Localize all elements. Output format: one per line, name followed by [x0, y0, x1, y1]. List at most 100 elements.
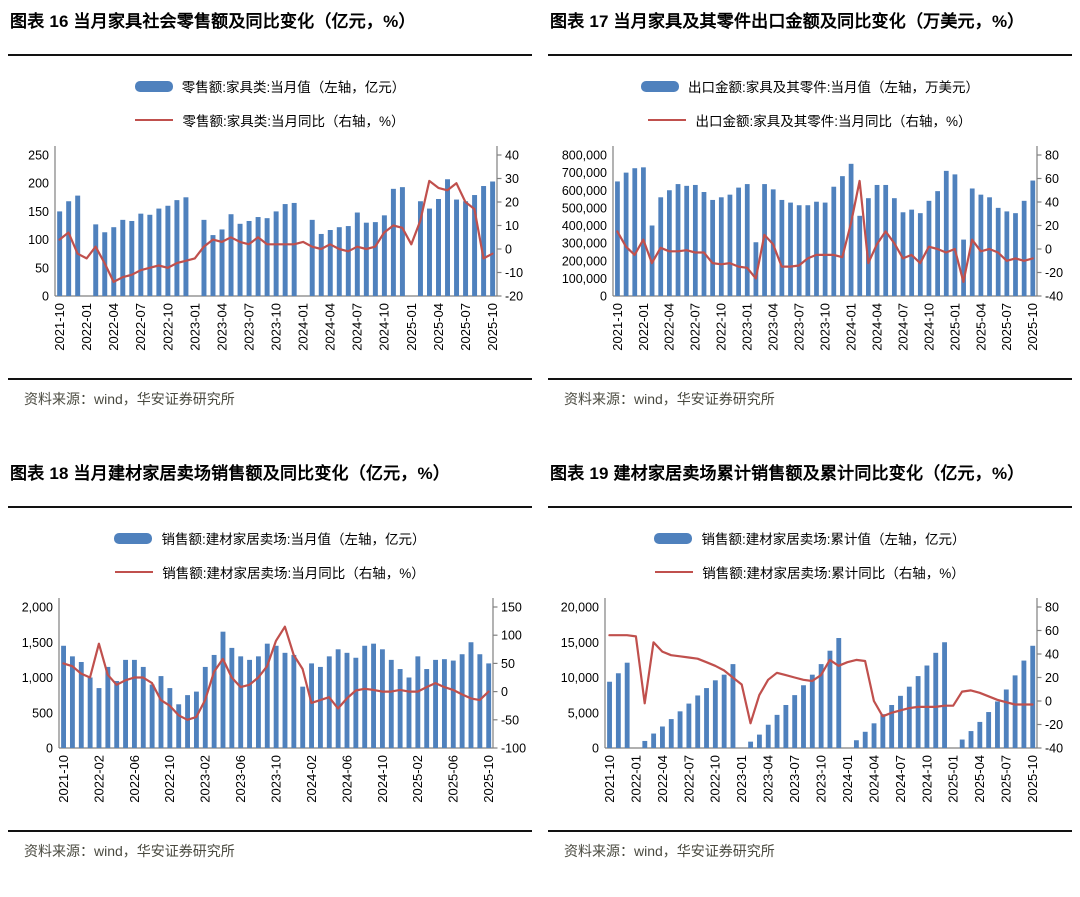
figure-19-panel: 图表 19 建材家居卖场累计销售额及累计同比变化（亿元，%） 销售额:建材家居卖… [540, 452, 1080, 897]
svg-text:2024-07: 2024-07 [893, 755, 908, 803]
svg-text:-10: -10 [505, 266, 523, 280]
svg-text:800,000: 800,000 [562, 149, 607, 163]
svg-text:300,000: 300,000 [562, 237, 607, 251]
legend-row: 零售额:家具类:当月值（左轴，亿元） [8, 69, 532, 103]
svg-text:0: 0 [600, 290, 607, 304]
svg-text:10: 10 [505, 219, 519, 233]
svg-text:2022-07: 2022-07 [681, 755, 696, 803]
svg-text:2024-02: 2024-02 [304, 755, 319, 803]
svg-text:2023-01: 2023-01 [187, 303, 202, 351]
svg-text:15,000: 15,000 [561, 636, 599, 650]
figure-19-chart: 0 5,000 10,000 15,000 20,000 -40 -20 0 20 40 60 80 2… [561, 598, 1063, 803]
title-divider [8, 506, 532, 508]
figure-18-chart: 0 500 1,000 1,500 2,000 -100 -50 0 50 100 150 2021-… [22, 598, 526, 803]
legend-label: 零售额:家具类:当月值（左轴，亿元） [181, 80, 406, 95]
svg-text:600,000: 600,000 [562, 184, 607, 198]
svg-text:2024-01: 2024-01 [844, 303, 859, 351]
legend-label: 出口金额:家具及其零件:当月值（左轴，万美元） [687, 80, 979, 95]
svg-text:0: 0 [46, 742, 53, 756]
svg-text:100: 100 [28, 233, 49, 247]
svg-text:2023-04: 2023-04 [766, 303, 781, 351]
figure-17-title: 图表 17 当月家具及其零件出口金额及同比变化（万美元，%） [550, 12, 1025, 31]
svg-text:2023-07: 2023-07 [241, 303, 256, 351]
svg-text:2024-04: 2024-04 [323, 303, 338, 351]
svg-text:0: 0 [42, 290, 49, 304]
svg-text:2,000: 2,000 [22, 601, 53, 615]
svg-text:20: 20 [505, 196, 519, 210]
legend-label: 销售额:建材家居卖场:累计值（左轴，亿元） [701, 532, 966, 547]
svg-text:-40: -40 [1045, 290, 1063, 304]
svg-text:60: 60 [1045, 172, 1059, 186]
svg-text:2024-01: 2024-01 [296, 303, 311, 351]
bar-swatch-icon [654, 532, 693, 544]
svg-text:2023-10: 2023-10 [814, 755, 829, 803]
svg-text:2022-06: 2022-06 [127, 755, 142, 803]
svg-text:20: 20 [1045, 671, 1059, 685]
svg-text:2022-04: 2022-04 [655, 755, 670, 803]
svg-text:2023-01: 2023-01 [740, 303, 755, 351]
source-divider [8, 830, 532, 832]
svg-text:2025-07: 2025-07 [999, 755, 1014, 803]
svg-text:2025-07: 2025-07 [458, 303, 473, 351]
svg-text:2022-01: 2022-01 [79, 303, 94, 351]
svg-text:2024-01: 2024-01 [840, 755, 855, 803]
svg-text:250: 250 [28, 149, 49, 163]
figure-16-legend: 零售额:家具类:当月值（左轴，亿元） 零售额:家具类:当月同比（右轴，%） [8, 56, 532, 141]
svg-text:2023-10: 2023-10 [269, 303, 284, 351]
svg-text:20: 20 [1045, 219, 1059, 233]
svg-text:10,000: 10,000 [561, 671, 599, 685]
svg-text:2023-10: 2023-10 [818, 303, 833, 351]
legend-row: 出口金额:家具及其零件:当月值（左轴，万美元） [548, 69, 1072, 103]
bar-swatch-icon [640, 80, 679, 92]
svg-text:2025-07: 2025-07 [999, 303, 1014, 351]
bar-swatch-icon [114, 532, 153, 544]
legend-label: 销售额:建材家居卖场:当月值（左轴，亿元） [161, 532, 426, 547]
line-swatch-icon [648, 118, 687, 122]
svg-text:0: 0 [501, 685, 508, 699]
svg-text:50: 50 [35, 261, 49, 275]
svg-text:2022-10: 2022-10 [714, 303, 729, 351]
svg-text:2022-10: 2022-10 [160, 303, 175, 351]
svg-text:30: 30 [505, 172, 519, 186]
title-divider [548, 506, 1072, 508]
figure-16-panel: 图表 16 当月家具社会零售额及同比变化（亿元，%） 零售额:家具类:当月值（左… [0, 0, 540, 452]
legend-label: 销售额:建材家居卖场:累计同比（右轴，%） [702, 566, 965, 581]
svg-text:700,000: 700,000 [562, 166, 607, 180]
svg-text:40: 40 [505, 149, 519, 163]
figure-16-title: 图表 16 当月家具社会零售额及同比变化（亿元，%） [10, 12, 416, 31]
source-divider [548, 378, 1072, 380]
figure-19-title: 图表 19 建材家居卖场累计销售额及累计同比变化（亿元，%） [550, 464, 1025, 483]
legend-label: 销售额:建材家居卖场:当月同比（右轴，%） [162, 566, 425, 581]
svg-text:2025-04: 2025-04 [972, 755, 987, 803]
svg-text:2022-02: 2022-02 [91, 755, 106, 803]
figure-17-source: 资料来源：wind，华安证券研究所 [564, 391, 775, 407]
svg-text:2022-07: 2022-07 [133, 303, 148, 351]
svg-text:5,000: 5,000 [568, 706, 599, 720]
legend-row: 销售额:建材家居卖场:累计值（左轴，亿元） [548, 521, 1072, 555]
svg-text:2023-02: 2023-02 [198, 755, 213, 803]
figure-17-legend: 出口金额:家具及其零件:当月值（左轴，万美元） 出口金额:家具及其零件:当月同比… [548, 56, 1072, 141]
figure-16-source: 资料来源：wind，华安证券研究所 [24, 391, 235, 407]
title-divider [548, 54, 1072, 56]
svg-text:-20: -20 [1045, 266, 1063, 280]
svg-text:2022-10: 2022-10 [708, 755, 723, 803]
svg-text:100,000: 100,000 [562, 272, 607, 286]
svg-text:2025-02: 2025-02 [410, 755, 425, 803]
figure-18-source: 资料来源：wind，华安证券研究所 [24, 843, 235, 859]
svg-text:2023-07: 2023-07 [792, 303, 807, 351]
svg-text:-20: -20 [1045, 718, 1063, 732]
svg-text:0: 0 [505, 243, 512, 257]
svg-text:2023-06: 2023-06 [233, 755, 248, 803]
title-divider [8, 54, 532, 56]
svg-text:2025-10: 2025-10 [485, 303, 500, 351]
svg-text:0: 0 [1045, 243, 1052, 257]
svg-text:2024-07: 2024-07 [895, 303, 910, 351]
svg-text:2021-10: 2021-10 [52, 303, 67, 351]
svg-text:2025-01: 2025-01 [404, 303, 419, 351]
svg-text:200,000: 200,000 [562, 254, 607, 268]
figure-18-title: 图表 18 当月建材家居卖场销售额及同比变化（亿元，%） [10, 464, 451, 483]
legend-row: 零售额:家具类:当月同比（右轴，%） [8, 103, 532, 137]
legend-label: 出口金额:家具及其零件:当月同比（右轴，%） [695, 114, 972, 129]
svg-text:2024-10: 2024-10 [921, 303, 936, 351]
svg-text:400,000: 400,000 [562, 219, 607, 233]
